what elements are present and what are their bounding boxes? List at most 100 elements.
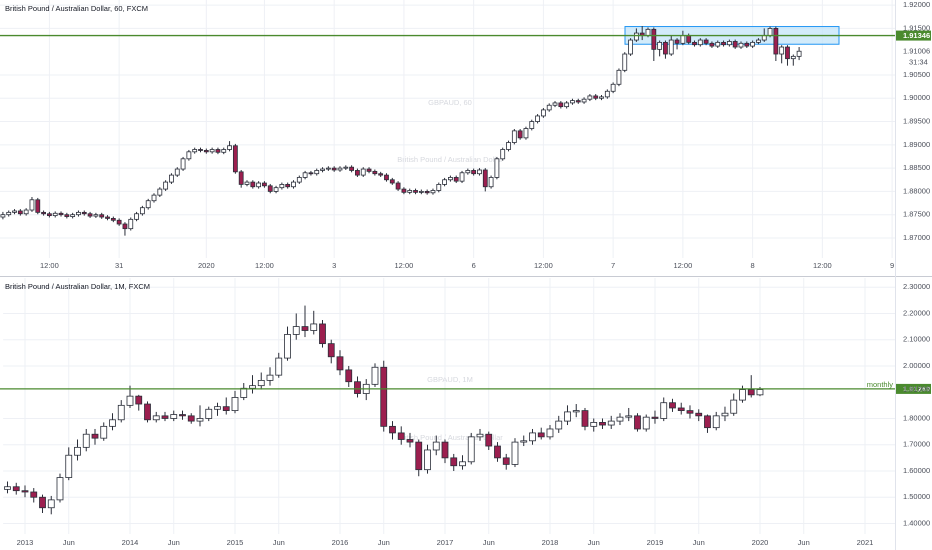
candle-body xyxy=(520,440,528,443)
candle-body xyxy=(109,419,116,427)
candle-body xyxy=(117,404,125,421)
price-label: 1.91260 xyxy=(903,384,930,393)
candle-body xyxy=(349,166,355,171)
candle-body xyxy=(262,182,267,187)
candle-body xyxy=(767,28,773,36)
candle-body xyxy=(227,145,232,150)
price-label-box xyxy=(896,30,931,41)
candle-body xyxy=(401,188,407,193)
watermark-subtitle: British Pound / Australian Dollar xyxy=(397,433,503,442)
candle-body xyxy=(459,461,466,467)
candle-body xyxy=(502,457,510,465)
candle-body xyxy=(680,34,686,44)
candle-body xyxy=(633,32,639,41)
candle-body xyxy=(756,39,761,43)
y-tick-label: 1.87500 xyxy=(903,210,930,219)
candle-body xyxy=(47,499,55,509)
candle-body xyxy=(380,366,388,427)
candle-body xyxy=(6,211,12,216)
candle-body xyxy=(355,170,360,176)
x-tick-label: 2013 xyxy=(17,538,34,547)
watermark: GBPAUD, 60 xyxy=(428,98,472,107)
candle-body xyxy=(529,121,535,129)
candle-body xyxy=(506,142,511,150)
candle-body xyxy=(64,214,70,217)
candle-body xyxy=(81,211,87,215)
candle-body xyxy=(249,385,256,389)
y-tick-label: 1.40000 xyxy=(903,518,930,527)
candle-body xyxy=(187,415,195,422)
candle-body xyxy=(250,181,256,188)
x-tick-label: 2017 xyxy=(437,538,454,547)
candle-body xyxy=(41,211,46,215)
candle-body xyxy=(56,477,64,501)
candle-body xyxy=(308,172,314,175)
candle-body xyxy=(378,173,384,176)
candle-body xyxy=(203,150,209,153)
x-tick-label: 2014 xyxy=(122,538,139,547)
candle-body xyxy=(205,408,213,419)
x-tick-label: 12:00 xyxy=(813,261,832,270)
candle-body xyxy=(523,128,529,139)
candle-body xyxy=(301,326,309,331)
candle-body xyxy=(58,212,64,216)
candle-body xyxy=(616,416,624,422)
candle-body xyxy=(12,210,17,213)
price-label: 1.91346 xyxy=(903,31,930,40)
candle-body xyxy=(231,397,239,411)
candle-body xyxy=(302,172,308,178)
candle-body xyxy=(214,406,221,410)
candle-body xyxy=(4,486,11,490)
candle-body xyxy=(564,411,571,422)
candle-body xyxy=(23,209,29,215)
candle-body xyxy=(279,184,285,189)
candle-body xyxy=(395,182,401,190)
candle-body xyxy=(642,416,650,430)
candle-body xyxy=(581,98,587,103)
candle-body xyxy=(564,102,570,108)
candle-body xyxy=(669,402,676,409)
candle-body xyxy=(320,168,325,171)
candle-body xyxy=(196,418,204,422)
candle-body xyxy=(555,420,563,430)
y-tick-label: 2.10000 xyxy=(903,335,930,344)
x-tick-label: Jun xyxy=(273,538,285,547)
x-tick-label: 12:00 xyxy=(534,261,553,270)
candle-body xyxy=(739,389,746,401)
candle-body xyxy=(292,326,300,335)
x-tick-label: Jun xyxy=(798,538,810,547)
candle-body xyxy=(418,191,424,193)
candle-body xyxy=(284,334,291,359)
candle-body xyxy=(152,415,160,421)
candle-body xyxy=(389,179,395,184)
candle-body xyxy=(726,41,732,46)
y-tick-label: 2.00000 xyxy=(903,361,930,370)
candle-body xyxy=(686,34,692,43)
candle-body xyxy=(257,379,265,387)
x-tick-label: Jun xyxy=(168,538,180,547)
candle-body xyxy=(360,168,366,176)
candle-body xyxy=(100,425,108,439)
candle-body xyxy=(625,415,633,418)
candle-body xyxy=(134,213,139,220)
candle-body xyxy=(692,41,697,46)
candle-body xyxy=(180,158,186,170)
x-tick-label: 12:00 xyxy=(673,261,692,270)
candle-body xyxy=(570,100,575,104)
candle-body xyxy=(244,181,250,185)
candle-body xyxy=(310,323,318,331)
candle-body xyxy=(645,28,651,36)
candle-body xyxy=(144,403,151,421)
candle-body xyxy=(593,95,599,99)
candle-body xyxy=(709,42,715,47)
x-tick-label: 12:00 xyxy=(255,261,274,270)
candle-body xyxy=(192,149,198,153)
candle-body xyxy=(604,90,610,98)
candle-body xyxy=(105,216,110,219)
x-tick-label: 31 xyxy=(115,261,123,270)
y-tick-label: 1.60000 xyxy=(903,466,930,475)
y-tick-label: 1.50000 xyxy=(903,492,930,501)
candle-body xyxy=(39,496,46,509)
y-tick-label: 1.70000 xyxy=(903,440,930,449)
